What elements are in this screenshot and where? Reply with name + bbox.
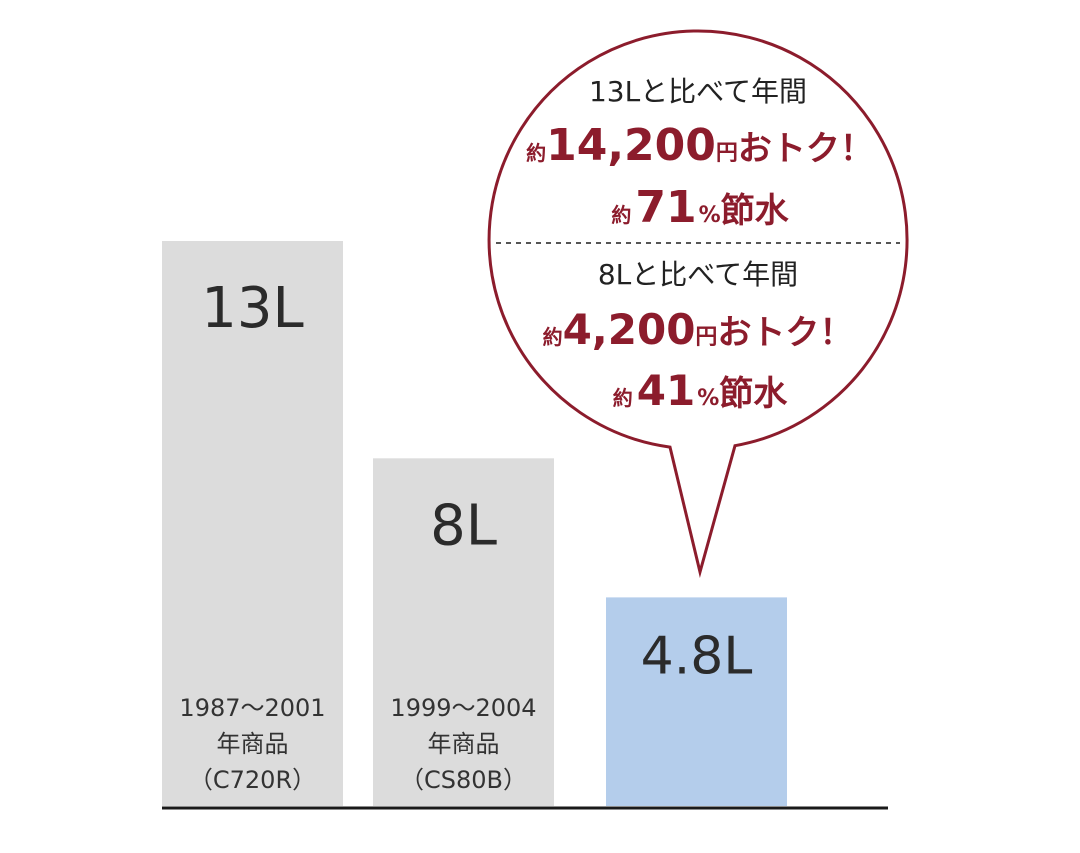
bar-3 [606, 597, 787, 806]
bar-2 [373, 458, 554, 806]
callout-1-ratio-suffix: 節水 [721, 191, 790, 231]
callout-1-savings-amount: 14,200 [546, 120, 716, 171]
bar-1-caption-line-3: （C720R） [189, 766, 316, 794]
callout-1-ratio-unit: % [699, 203, 721, 228]
callout-2-ratio-prefix: 約 [613, 386, 633, 410]
callout-2-savings-line: 約4,200円おトク！ [543, 305, 854, 354]
speech-bubble [487, 29, 909, 578]
callout-2-ratio-suffix: 節水 [719, 374, 788, 414]
savings-callout: 13Lと比べて年間 約14,200円おトク！ 約71%節水 8Lと比べて年間 約… [487, 29, 909, 578]
callout-2-savings-unit: 円 [695, 325, 717, 350]
callout-1-savings-prefix: 約 [526, 141, 546, 165]
callout-1-savings-suffix: おトク！ [738, 129, 874, 169]
callout-1-ratio-line: 約71%節水 [611, 182, 789, 233]
bar-1-value-label: 13L [201, 276, 303, 341]
bar-3-value-label: 4.8L [641, 626, 753, 686]
bar-2-caption-line-2: 年商品 [428, 730, 500, 758]
callout-2-header: 8Lと比べて年間 [598, 258, 798, 291]
bar-2-value-label: 8L [430, 493, 497, 558]
bar-2-caption-line-1: 1999～2004 [390, 694, 536, 722]
bar-1 [162, 241, 343, 806]
bar-2-caption-line-3: （CS80B） [400, 766, 527, 794]
bars-group: 13L 1987～2001 年商品 （C720R） 8L 1999～2004 年商品 （CS8… [162, 241, 787, 806]
callout-2-savings-amount: 4,200 [563, 305, 696, 354]
callout-1-ratio-prefix: 約 [611, 203, 631, 227]
bar-1-caption-line-1: 1987～2001 [179, 694, 325, 722]
callout-1-savings-line: 約14,200円おトク！ [526, 120, 874, 171]
callout-2-savings-prefix: 約 [543, 325, 563, 349]
callout-2-savings-suffix: おトク！ [717, 313, 853, 353]
callout-2-ratio-value: 41 [637, 366, 695, 415]
callout-1-header: 13Lと比べて年間 [589, 75, 807, 108]
bar-1-caption-line-2: 年商品 [217, 730, 289, 758]
callout-1-savings-unit: 円 [716, 141, 738, 166]
callout-1-ratio-value: 71 [635, 182, 696, 233]
callout-2-ratio-unit: % [697, 386, 719, 411]
callout-2-ratio-line: 約41%節水 [613, 366, 788, 415]
